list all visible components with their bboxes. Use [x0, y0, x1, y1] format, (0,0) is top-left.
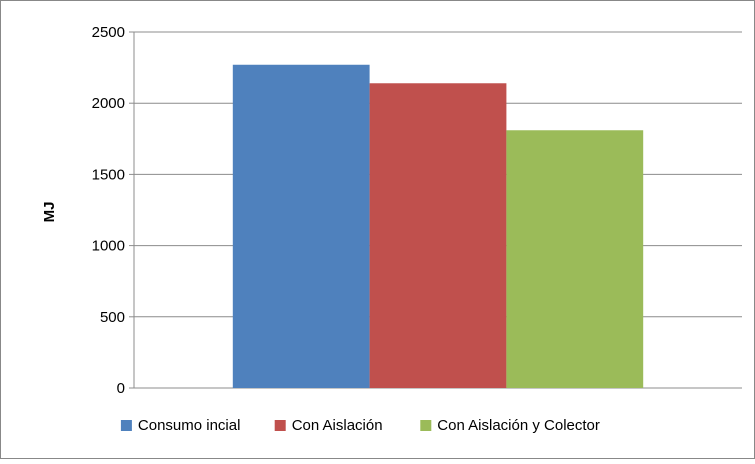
y-tick-label: 500 [100, 309, 125, 326]
legend: Consumo incial Con Aislación Con Aislación… [120, 417, 600, 434]
y-tick-label: 0 [117, 380, 125, 397]
y-tick-label: 2000 [92, 95, 125, 112]
y-tick-label: 2500 [92, 24, 125, 41]
bar-2 [369, 83, 507, 388]
y-tick-label: 1500 [92, 166, 125, 183]
bars [232, 64, 644, 389]
legend-label-3: Con Aislación y Colector [437, 417, 600, 434]
legend-swatch-1 [120, 420, 132, 431]
legend-swatch-3 [420, 420, 432, 431]
legend-swatch-2 [274, 420, 286, 431]
legend-label-2: Con Aislación [292, 417, 383, 434]
y-tick-labels: 0 500 1000 1500 2000 2500 [92, 24, 125, 397]
y-tick-label: 1000 [92, 238, 125, 255]
bar-1 [232, 64, 370, 388]
bar-3 [506, 130, 644, 389]
legend-label-1: Consumo incial [138, 417, 241, 434]
y-axis-label: MJ [41, 202, 58, 223]
